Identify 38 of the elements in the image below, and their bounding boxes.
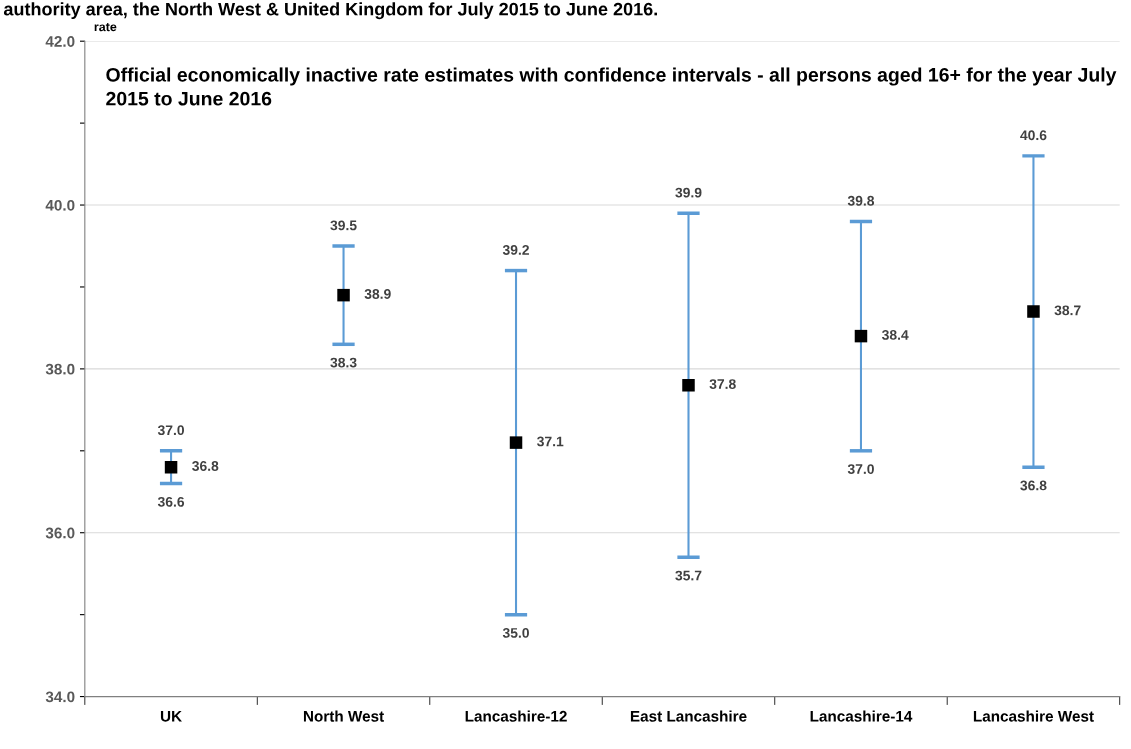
annotation: 35.0 — [502, 627, 529, 638]
y-axis-title: rate — [94, 22, 117, 32]
data-label: 38.9 — [364, 289, 391, 299]
point — [682, 379, 695, 392]
point — [1027, 305, 1040, 318]
y-tick-label: 40.0 — [45, 199, 75, 211]
data-label: 37.8 — [709, 379, 736, 390]
text: authority area, the North West & United Kingdom for July 2015 to June 2016. — [3, 2, 657, 20]
annotation: 37.0 — [847, 464, 874, 474]
annotation: 40.6 — [1020, 130, 1047, 141]
y-tick-label: 42.0 — [45, 36, 75, 47]
annotation: 39.8 — [847, 195, 875, 206]
x-tick-label: Lancashire-14 — [810, 710, 913, 722]
x-tick-label: Lancashire-12 — [465, 710, 567, 722]
x-tick-label: UK — [160, 711, 182, 722]
point — [337, 288, 350, 302]
annotation: 36.6 — [157, 496, 185, 507]
point — [854, 329, 868, 343]
y-tick-label: 36.0 — [45, 527, 75, 539]
data-label: 37.1 — [537, 436, 564, 447]
annotation: 39.2 — [502, 245, 529, 255]
x-tick-label: East Lancashire — [630, 710, 747, 722]
annotation: 35.7 — [675, 570, 702, 581]
point — [164, 460, 178, 474]
data-label: 38.4 — [881, 330, 909, 340]
data-label: 38.7 — [1054, 305, 1081, 316]
annotation: 37.0 — [157, 425, 185, 436]
text: Official economically inactive rate estimates with confidence intervals - all persons aged 16+ for the year July 2015 to June 2016 — [106, 67, 1117, 106]
annotation: 39.5 — [330, 220, 357, 231]
data-label: 36.8 — [192, 461, 219, 471]
y-tick-label: 38.0 — [45, 363, 75, 375]
annotation: 36.8 — [1020, 480, 1047, 491]
y-tick-label: 34.0 — [45, 691, 75, 703]
annotation: 39.9 — [675, 187, 702, 198]
point — [509, 436, 523, 449]
x-tick-label: Lancashire West — [973, 710, 1094, 722]
x-tick-label: North West — [303, 710, 384, 722]
annotation: 38.3 — [330, 357, 357, 368]
